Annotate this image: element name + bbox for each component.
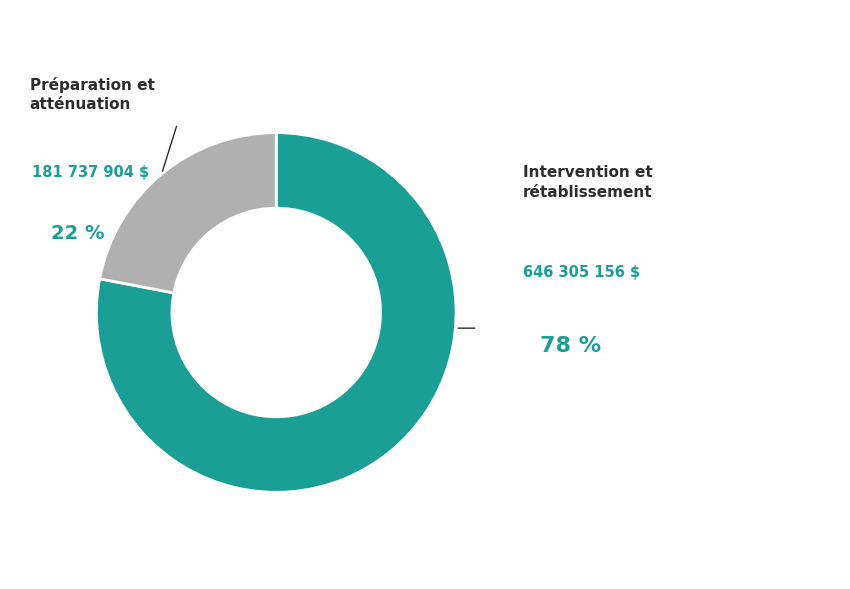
Text: 78 %: 78 % (540, 336, 601, 356)
Wedge shape (99, 133, 276, 293)
Text: 22 %: 22 % (51, 224, 105, 243)
Text: 181 737 904 $: 181 737 904 $ (32, 165, 150, 180)
Text: Intervention et
rétablissement: Intervention et rétablissement (523, 165, 653, 200)
Wedge shape (96, 133, 456, 492)
Text: 646 305 156 $: 646 305 156 $ (523, 265, 640, 280)
Text: Préparation et
atténuation: Préparation et atténuation (30, 77, 155, 112)
